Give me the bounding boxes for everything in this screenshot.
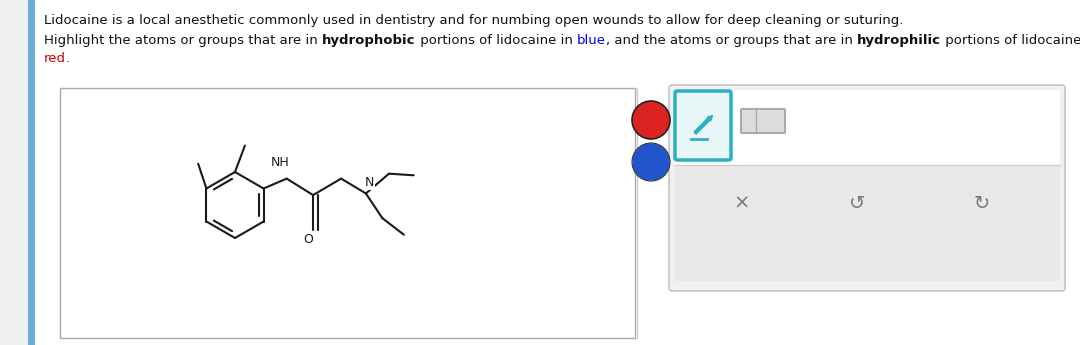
Text: ×: ×: [733, 194, 751, 213]
Text: blue: blue: [577, 34, 606, 47]
Text: ↻: ↻: [974, 194, 990, 213]
Text: .: .: [66, 52, 70, 65]
Text: Lidocaine is a local anesthetic commonly used in dentistry and for numbing open : Lidocaine is a local anesthetic commonly…: [44, 14, 903, 27]
Text: N: N: [364, 176, 374, 188]
FancyBboxPatch shape: [675, 91, 731, 160]
Text: hydrophobic: hydrophobic: [322, 34, 416, 47]
Circle shape: [633, 144, 669, 180]
FancyBboxPatch shape: [669, 85, 1065, 291]
Text: NH: NH: [271, 156, 289, 169]
Text: ↺: ↺: [849, 194, 865, 213]
Circle shape: [633, 102, 669, 138]
Bar: [60, 88, 635, 338]
Bar: [674, 166, 1059, 281]
Text: red: red: [44, 52, 66, 65]
Text: hydrophilic: hydrophilic: [856, 34, 941, 47]
FancyArrow shape: [694, 116, 713, 134]
Text: Highlight the atoms or groups that are in: Highlight the atoms or groups that are i…: [44, 34, 322, 47]
Bar: [28, 0, 35, 345]
Text: , and the atoms or groups that are in: , and the atoms or groups that are in: [606, 34, 856, 47]
Text: portions of lidocaine in: portions of lidocaine in: [941, 34, 1080, 47]
Text: O: O: [303, 233, 313, 246]
Text: portions of lidocaine in: portions of lidocaine in: [416, 34, 577, 47]
Bar: [674, 90, 1059, 165]
FancyBboxPatch shape: [741, 109, 785, 133]
